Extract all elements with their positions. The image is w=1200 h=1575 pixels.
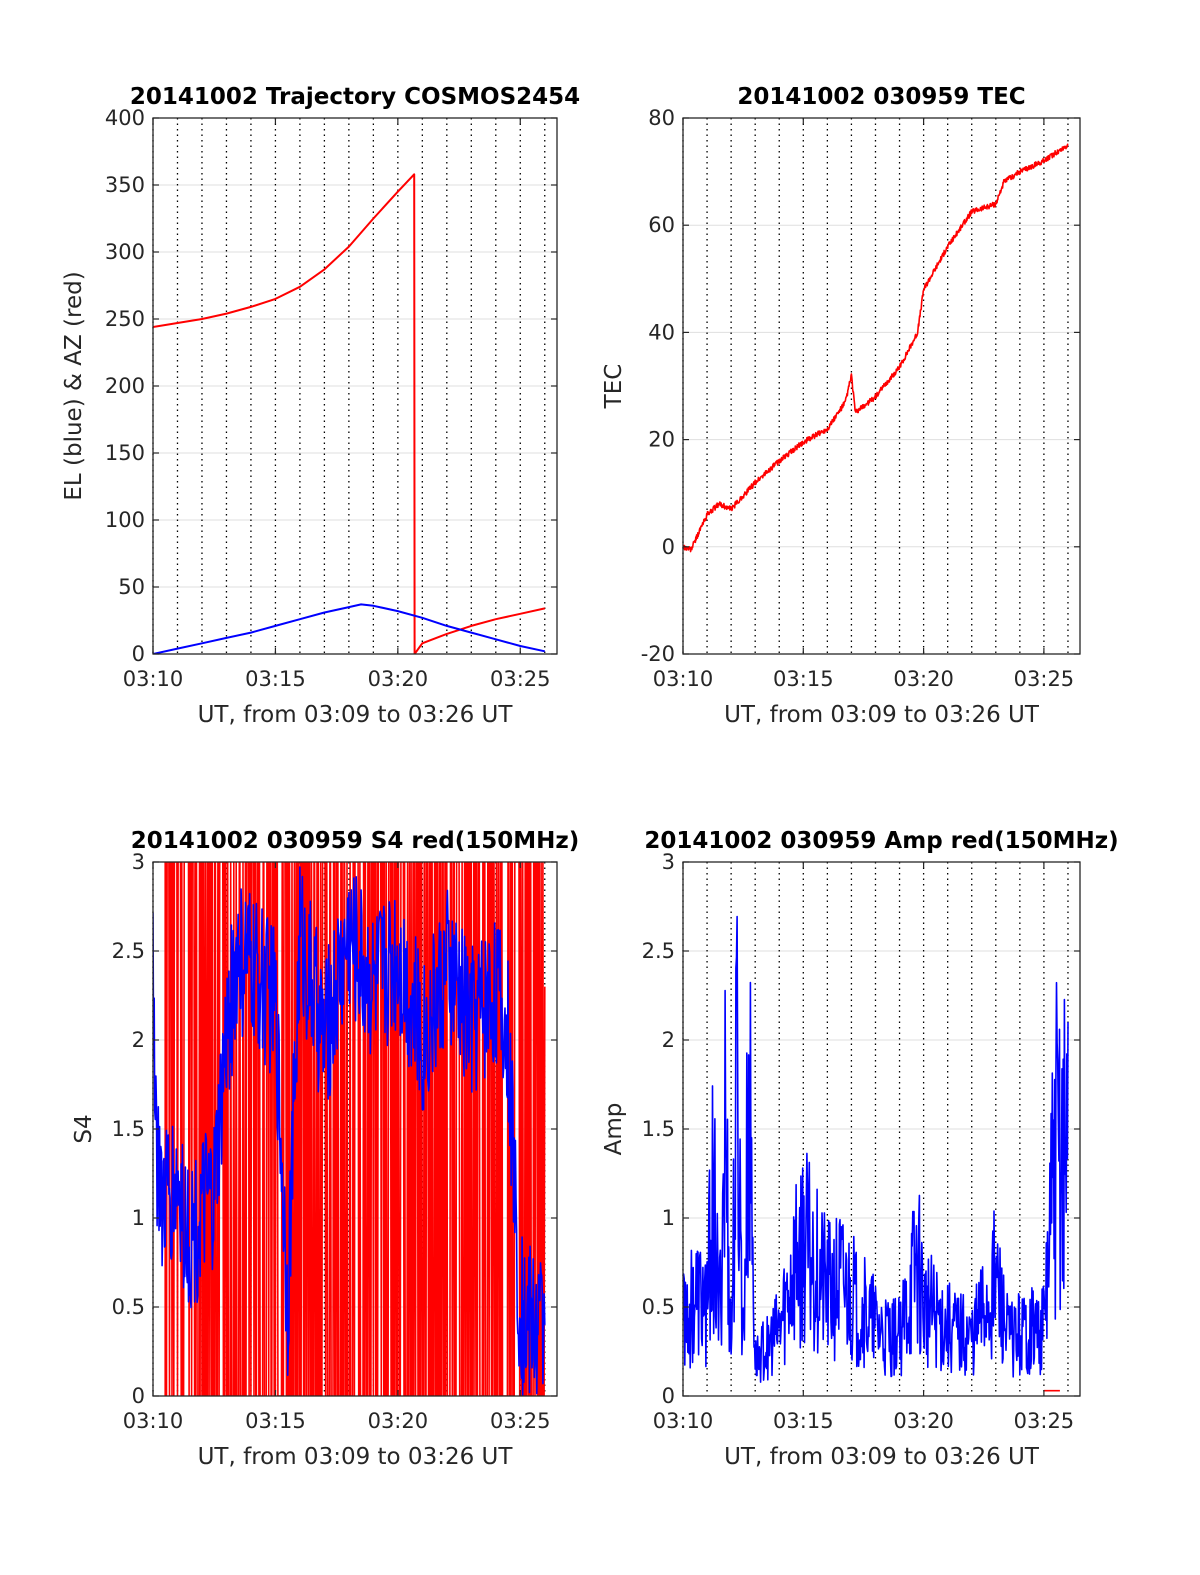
x-tick-label: 03:25 xyxy=(490,1409,551,1433)
y-axis-label: Amp xyxy=(601,1103,627,1156)
y-tick-label: 1 xyxy=(132,1206,145,1230)
chart-panel-1: 0 50 100 150 200 250 300 350 400 03:10 03:15 03:20 0… xyxy=(61,84,580,728)
x-tick-label: 03:20 xyxy=(893,667,954,691)
y-tick-label: 0.5 xyxy=(642,1295,675,1319)
y-tick-label: 2.5 xyxy=(642,939,675,963)
y-tick-label: 1.5 xyxy=(112,1117,145,1141)
series-s4_red xyxy=(164,862,546,1396)
chart-panel-2: -20 0 20 40 60 80 03:10 03:15 03:20 03:25 20141002… xyxy=(601,84,1081,728)
series-el xyxy=(153,603,546,654)
chart-title: 20141002 030959 TEC xyxy=(737,84,1025,110)
plot-area xyxy=(683,118,1080,654)
x-axis-label: UT, from 03:09 to 03:26 UT xyxy=(198,702,514,728)
series-s4_blue xyxy=(153,866,546,1396)
x-tick-label: 03:15 xyxy=(245,1409,306,1433)
x-axis-label: UT, from 03:09 to 03:26 UT xyxy=(724,1444,1040,1470)
y-tick-label: 1 xyxy=(662,1206,675,1230)
x-axis-label: UT, from 03:09 to 03:26 UT xyxy=(198,1444,514,1470)
y-tick-label: 0 xyxy=(132,1384,145,1408)
axes-box xyxy=(682,117,1081,655)
y-tick-label: 100 xyxy=(105,508,145,532)
x-tick-label: 03:10 xyxy=(123,667,184,691)
y-tick-label: 2.5 xyxy=(112,939,145,963)
x-tick-label: 03:25 xyxy=(1014,667,1075,691)
y-tick-label: 3 xyxy=(132,850,145,874)
y-tick-label: 3 xyxy=(662,850,675,874)
x-tick-label: 03:10 xyxy=(653,1409,714,1433)
series-group xyxy=(153,862,546,1396)
x-tick-label: 03:10 xyxy=(653,667,714,691)
chart-title: 20141002 030959 S4 red(150MHz) xyxy=(131,828,580,854)
y-tick-label: 0 xyxy=(662,535,675,559)
series-amp_blue xyxy=(683,915,1069,1383)
x-tick-label: 03:15 xyxy=(773,1409,834,1433)
y-axis-label: S4 xyxy=(71,1114,97,1143)
y-tick-label: 350 xyxy=(105,173,145,197)
x-axis-label: UT, from 03:09 to 03:26 UT xyxy=(724,702,1040,728)
y-tick-label: 0 xyxy=(132,642,145,666)
y-tick-label: 250 xyxy=(105,307,145,331)
x-tick-label: 03:20 xyxy=(368,667,429,691)
y-axis-label: TEC xyxy=(601,364,627,410)
y-tick-label: 150 xyxy=(105,441,145,465)
series-group xyxy=(683,915,1069,1392)
y-tick-label: 300 xyxy=(105,240,145,264)
y-axis-label: EL (blue) & AZ (red) xyxy=(61,271,87,500)
y-tick-label: 60 xyxy=(648,213,675,237)
series-group xyxy=(683,143,1069,553)
chart-title: 20141002 Trajectory COSMOS2454 xyxy=(130,84,580,110)
x-tick-label: 03:10 xyxy=(123,1409,184,1433)
y-tick-label: 0 xyxy=(662,1384,675,1408)
y-tick-label: 50 xyxy=(118,575,145,599)
y-tick-label: 200 xyxy=(105,374,145,398)
chart-title: 20141002 030959 Amp red(150MHz) xyxy=(644,828,1118,854)
x-tick-label: 03:25 xyxy=(1014,1409,1075,1433)
x-tick-label: 03:20 xyxy=(368,1409,429,1433)
x-tick-label: 03:20 xyxy=(893,1409,954,1433)
x-tick-label: 03:15 xyxy=(773,667,834,691)
series-az xyxy=(153,173,546,654)
chart-panel-3: 0 0.5 1 1.5 2 2.5 3 03:10 03:15 03:20 03:25 2014100… xyxy=(71,828,579,1470)
y-tick-label: 40 xyxy=(648,320,675,344)
y-tick-label: 400 xyxy=(105,106,145,130)
series-group xyxy=(153,173,546,654)
y-tick-label: -20 xyxy=(641,642,675,666)
x-tick-label: 03:25 xyxy=(490,667,551,691)
y-tick-label: 2 xyxy=(662,1028,675,1052)
y-tick-label: 0.5 xyxy=(112,1295,145,1319)
y-tick-label: 20 xyxy=(648,428,675,452)
y-tick-label: 80 xyxy=(648,106,675,130)
series-tec xyxy=(683,143,1069,553)
x-tick-label: 03:15 xyxy=(245,667,306,691)
y-tick-label: 1.5 xyxy=(642,1117,675,1141)
y-tick-label: 2 xyxy=(132,1028,145,1052)
chart-panel-4: 0 0.5 1 1.5 2 2.5 3 03:10 03:15 03:20 03:25 2014100… xyxy=(601,828,1119,1470)
